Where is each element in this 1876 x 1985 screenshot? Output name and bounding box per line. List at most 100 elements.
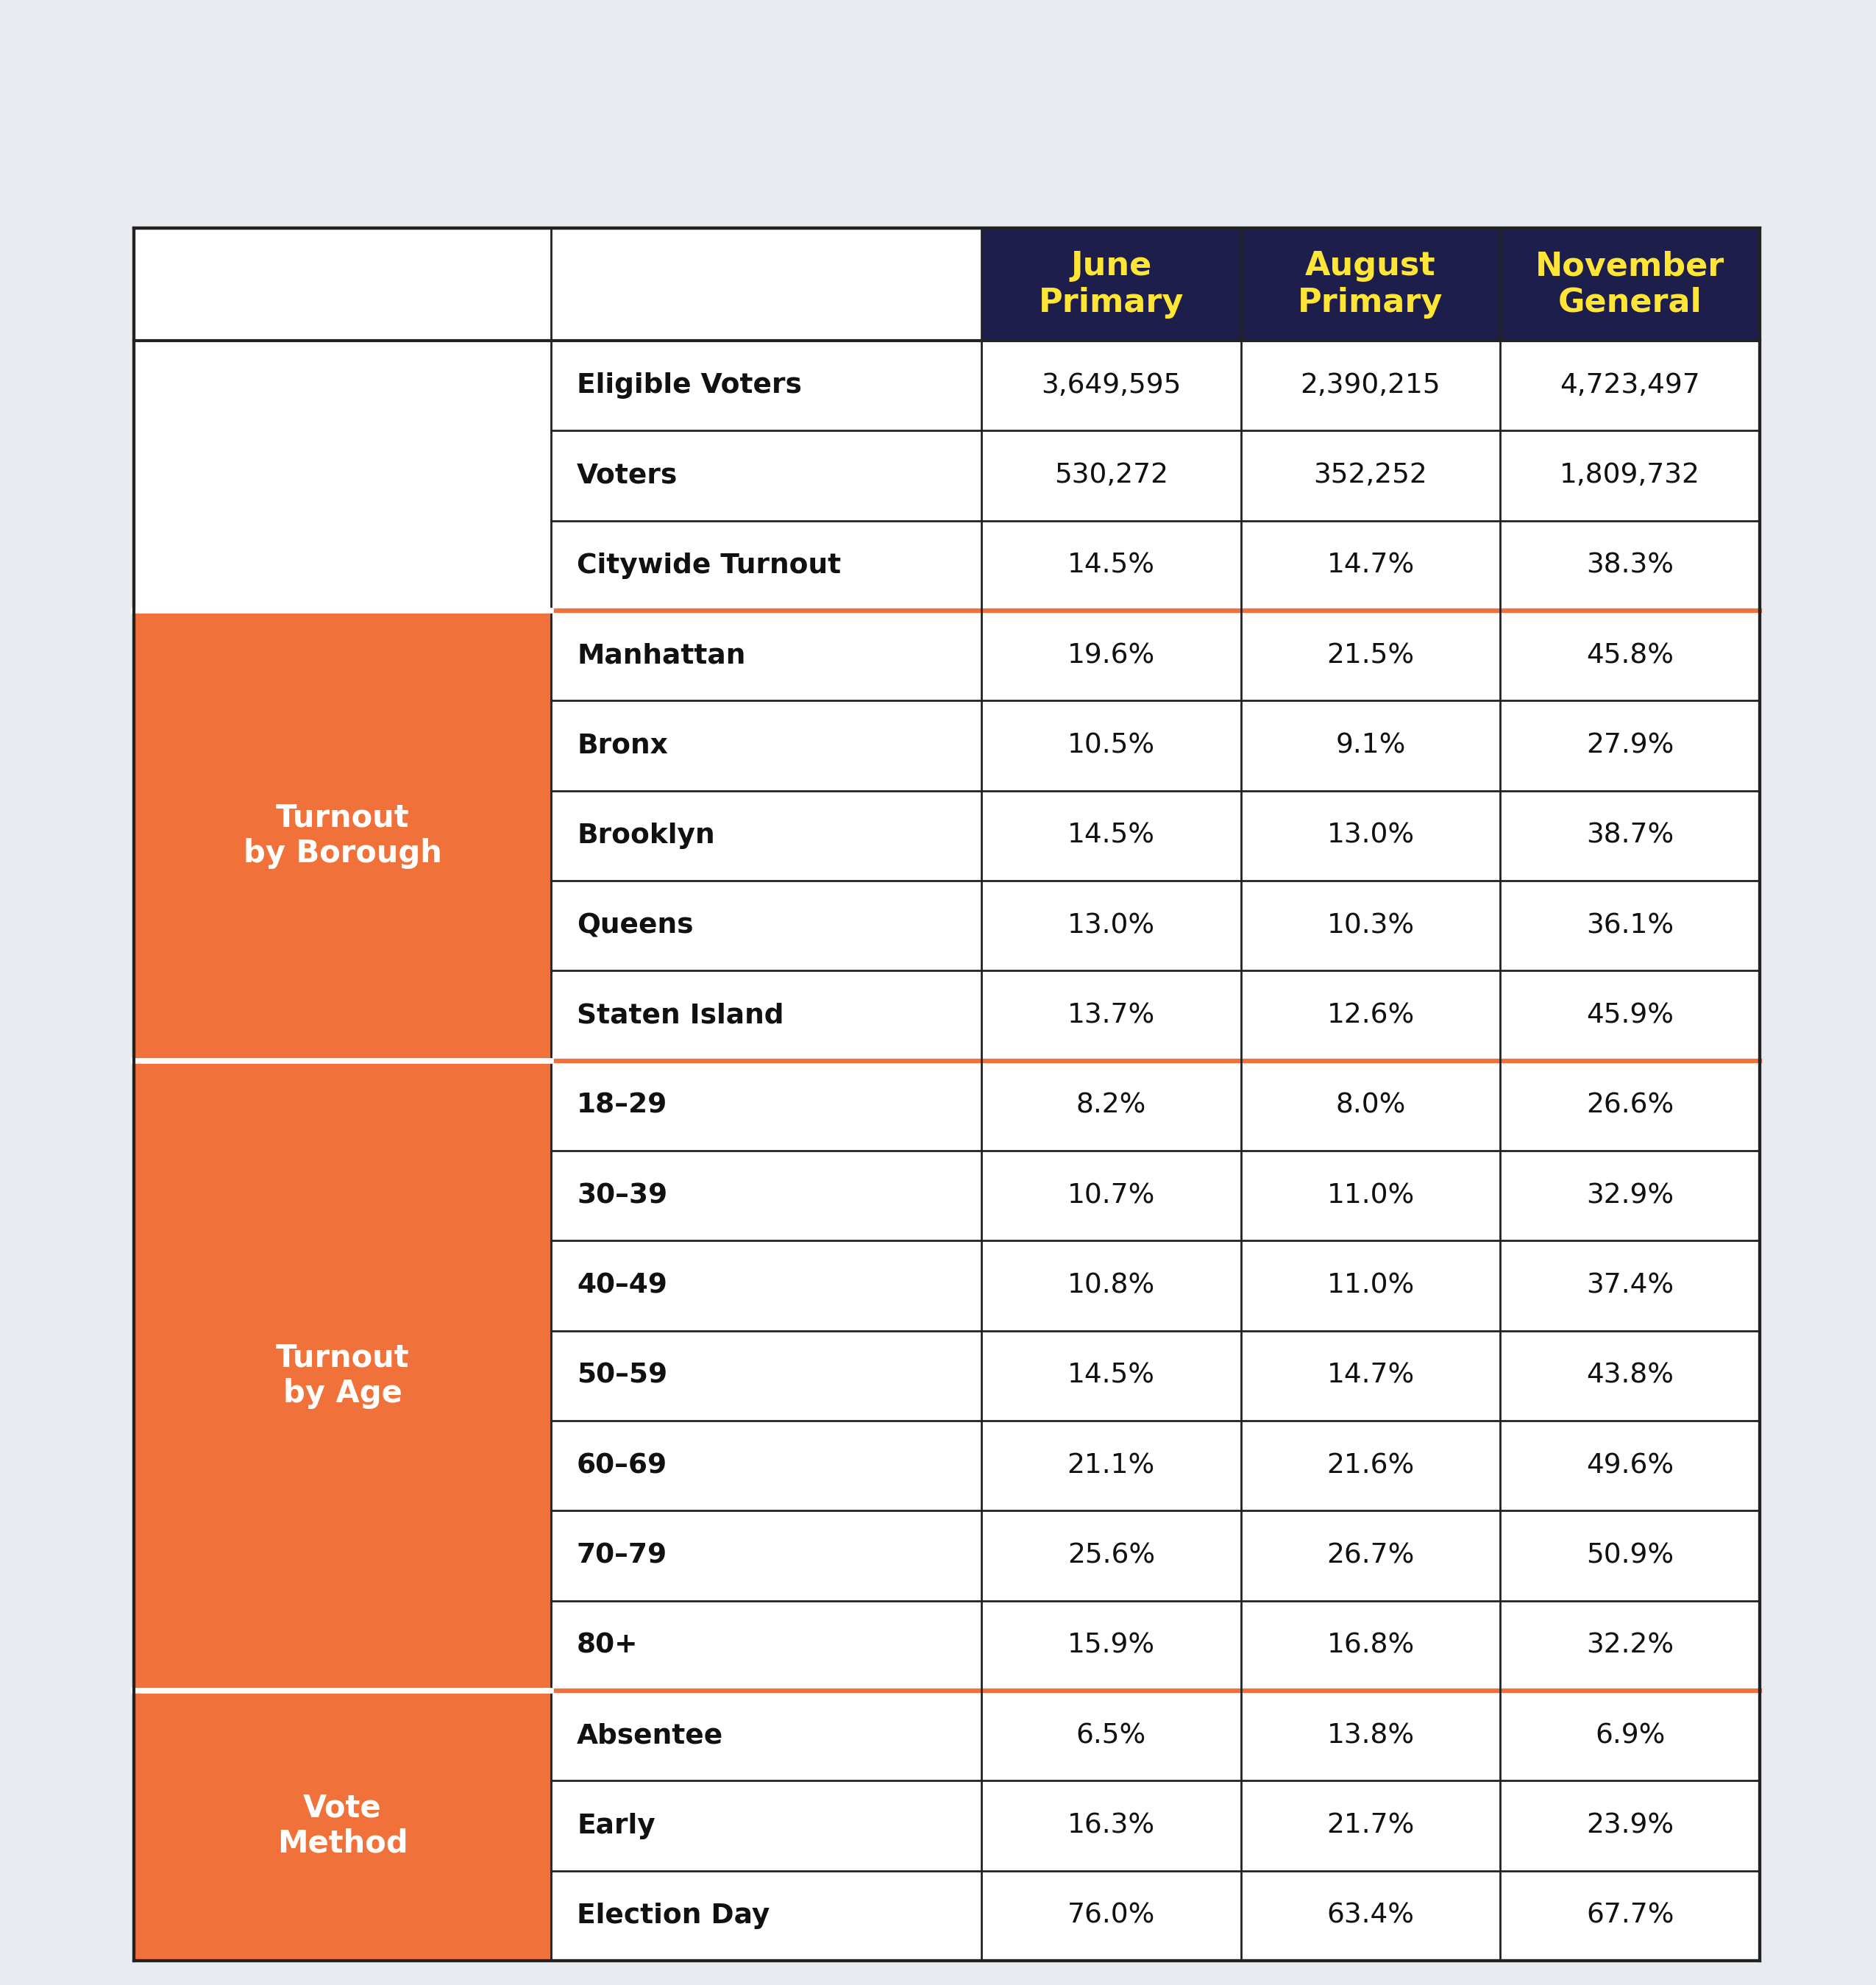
Bar: [1240, 1600, 1501, 1691]
Bar: [981, 1241, 1240, 1330]
Text: 15.9%: 15.9%: [1067, 1632, 1156, 1659]
Bar: [1501, 790, 1760, 881]
Bar: [552, 790, 981, 881]
Text: 23.9%: 23.9%: [1587, 1812, 1673, 1838]
Bar: [552, 1870, 981, 1961]
Bar: [981, 1691, 1240, 1781]
Bar: [1501, 1241, 1760, 1330]
Text: 13.8%: 13.8%: [1326, 1723, 1415, 1749]
Bar: [981, 1511, 1240, 1600]
Bar: [1501, 971, 1760, 1060]
Bar: [552, 701, 981, 790]
Bar: [981, 1060, 1240, 1151]
Bar: [1501, 520, 1760, 611]
Bar: [1240, 611, 1501, 701]
Bar: [1501, 431, 1760, 520]
Text: 14.7%: 14.7%: [1326, 552, 1415, 580]
Bar: [1240, 1511, 1501, 1600]
Bar: [552, 1691, 981, 1781]
Text: 19.6%: 19.6%: [1067, 643, 1156, 669]
Text: 10.5%: 10.5%: [1067, 732, 1156, 758]
Text: Eligible Voters: Eligible Voters: [576, 373, 801, 399]
Text: 6.9%: 6.9%: [1595, 1723, 1666, 1749]
Text: 1,809,732: 1,809,732: [1559, 463, 1700, 488]
Text: 11.0%: 11.0%: [1326, 1183, 1415, 1209]
Bar: [1501, 701, 1760, 790]
Text: 80+: 80+: [576, 1632, 638, 1659]
Bar: [552, 1060, 981, 1151]
Text: 13.0%: 13.0%: [1326, 822, 1415, 850]
Text: 13.7%: 13.7%: [1067, 1002, 1156, 1028]
Bar: [1501, 1151, 1760, 1241]
Bar: [1240, 881, 1501, 971]
Text: Citywide Turnout: Citywide Turnout: [576, 552, 840, 580]
Bar: [981, 1151, 1240, 1241]
Bar: [552, 431, 981, 520]
Text: 10.8%: 10.8%: [1067, 1272, 1156, 1298]
Text: 38.3%: 38.3%: [1587, 552, 1673, 580]
Text: 25.6%: 25.6%: [1067, 1542, 1156, 1568]
Text: 70–79: 70–79: [576, 1542, 668, 1568]
Text: Bronx: Bronx: [576, 732, 668, 758]
Text: 45.9%: 45.9%: [1587, 1002, 1673, 1028]
Text: 60–69: 60–69: [576, 1453, 668, 1479]
Text: 16.8%: 16.8%: [1326, 1632, 1415, 1659]
Bar: [981, 1600, 1240, 1691]
Bar: [1240, 520, 1501, 611]
Bar: [552, 1511, 981, 1600]
Bar: [1501, 611, 1760, 701]
Bar: [1240, 971, 1501, 1060]
Bar: [133, 228, 1760, 1961]
Bar: [1501, 1330, 1760, 1421]
Text: 12.6%: 12.6%: [1326, 1002, 1415, 1028]
Bar: [552, 611, 981, 701]
Text: 40–49: 40–49: [576, 1272, 668, 1298]
Text: 76.0%: 76.0%: [1067, 1902, 1156, 1929]
Text: 11.0%: 11.0%: [1326, 1272, 1415, 1298]
Text: 14.5%: 14.5%: [1067, 822, 1156, 850]
Text: August
Primary: August Primary: [1298, 250, 1443, 318]
Text: 50–59: 50–59: [576, 1362, 668, 1390]
Bar: [133, 611, 552, 1060]
Bar: [1501, 1870, 1760, 1961]
Bar: [552, 1151, 981, 1241]
Bar: [1240, 1241, 1501, 1330]
Bar: [1240, 1151, 1501, 1241]
Text: 21.6%: 21.6%: [1326, 1453, 1415, 1479]
Bar: [981, 701, 1240, 790]
Text: 30–39: 30–39: [576, 1183, 668, 1209]
Text: Absentee: Absentee: [576, 1723, 724, 1749]
Bar: [981, 881, 1240, 971]
Text: 352,252: 352,252: [1313, 463, 1428, 488]
Bar: [1501, 881, 1760, 971]
Text: 26.7%: 26.7%: [1326, 1542, 1415, 1568]
Text: 10.3%: 10.3%: [1326, 913, 1415, 939]
Bar: [981, 1421, 1240, 1511]
Bar: [981, 1330, 1240, 1421]
Text: 14.7%: 14.7%: [1326, 1362, 1415, 1390]
Text: 50.9%: 50.9%: [1587, 1542, 1673, 1568]
Text: 6.5%: 6.5%: [1077, 1723, 1146, 1749]
Text: 8.2%: 8.2%: [1077, 1092, 1146, 1120]
Bar: [133, 1691, 552, 1961]
Bar: [981, 341, 1240, 431]
Bar: [981, 228, 1240, 341]
Bar: [1240, 1781, 1501, 1870]
Bar: [133, 341, 552, 611]
Bar: [1240, 1691, 1501, 1781]
Text: Manhattan: Manhattan: [576, 643, 745, 669]
Text: Staten Island: Staten Island: [576, 1002, 784, 1028]
Text: 4,723,497: 4,723,497: [1559, 373, 1700, 399]
Text: 37.4%: 37.4%: [1587, 1272, 1673, 1298]
Bar: [133, 228, 981, 341]
Bar: [1501, 1600, 1760, 1691]
Text: Queens: Queens: [576, 913, 694, 939]
Text: 32.2%: 32.2%: [1587, 1632, 1673, 1659]
Text: 38.7%: 38.7%: [1587, 822, 1673, 850]
Bar: [1501, 1060, 1760, 1151]
Text: 67.7%: 67.7%: [1585, 1902, 1673, 1929]
Bar: [981, 971, 1240, 1060]
Bar: [1501, 1781, 1760, 1870]
Bar: [1240, 701, 1501, 790]
Bar: [1240, 1060, 1501, 1151]
